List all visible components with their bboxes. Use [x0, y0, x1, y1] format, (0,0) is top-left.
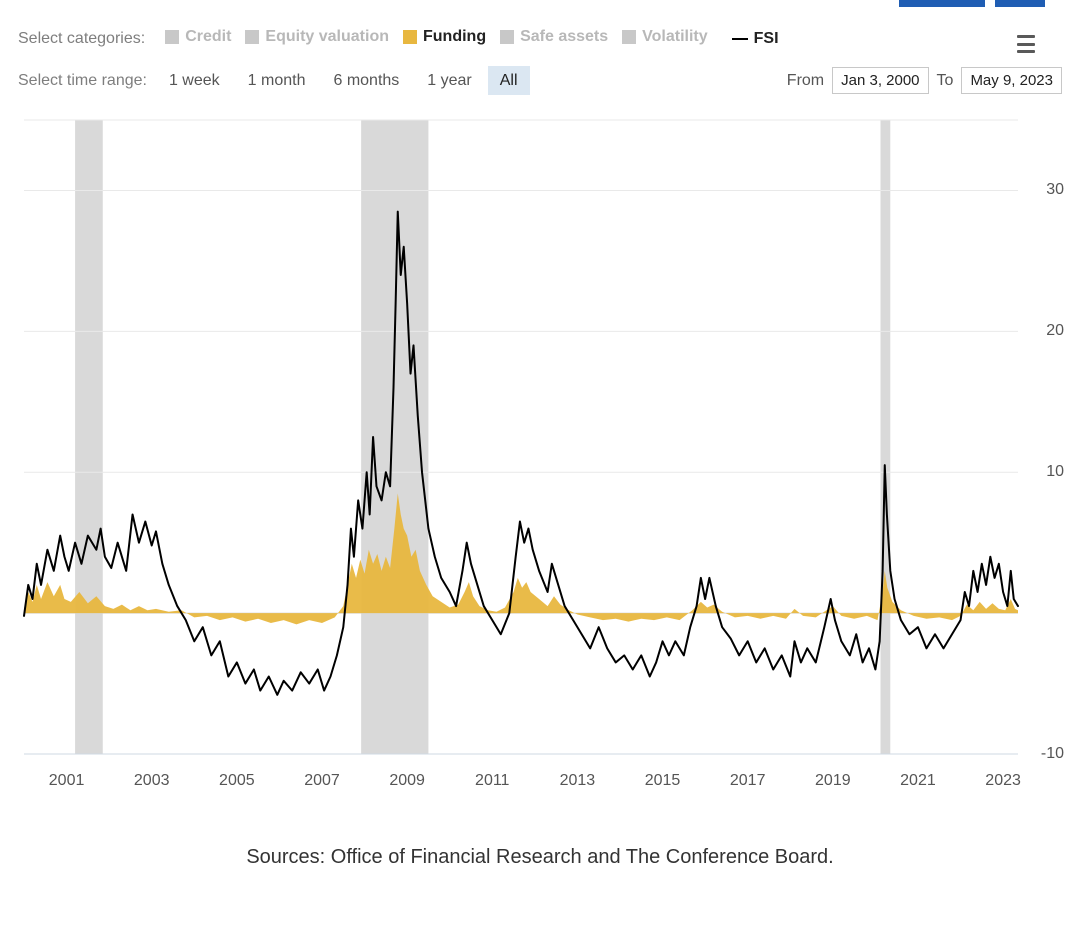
fsi-dash-icon	[732, 38, 748, 40]
legend-fsi[interactable]: FSI	[732, 30, 779, 48]
x-tick-label: 2017	[730, 772, 766, 790]
legend-item-safe[interactable]: Safe assets	[500, 28, 608, 46]
from-label: From	[787, 72, 824, 90]
accent-bar	[995, 0, 1045, 7]
funding-swatch-icon	[403, 30, 417, 44]
x-tick-label: 2001	[49, 772, 85, 790]
x-tick-label: 2023	[985, 772, 1021, 790]
legend-row: Select categories: Credit Equity valuatio…	[0, 0, 1080, 49]
x-tick-label: 2019	[815, 772, 851, 790]
legend-item-label: Safe assets	[520, 28, 608, 46]
chart-svg	[18, 116, 1062, 796]
volatility-swatch-icon	[622, 30, 636, 44]
sources-text: Sources: Office of Financial Research an…	[0, 846, 1080, 869]
legend-item-label: Credit	[185, 28, 231, 46]
legend-item-funding[interactable]: Funding	[403, 28, 486, 46]
x-tick-label: 2007	[304, 772, 340, 790]
y-tick-label: 30	[1046, 181, 1064, 199]
time-range-row: Select time range: 1 week1 month6 months…	[0, 49, 1080, 94]
accent-bar	[899, 0, 985, 7]
date-range: From Jan 3, 2000 To May 9, 2023	[787, 67, 1062, 94]
x-tick-label: 2009	[389, 772, 425, 790]
from-date-input[interactable]: Jan 3, 2000	[832, 67, 928, 94]
time-option-1-month[interactable]: 1 month	[236, 66, 318, 95]
y-tick-label: 10	[1046, 463, 1064, 481]
x-tick-label: 2013	[560, 772, 596, 790]
y-tick-label: 20	[1046, 322, 1064, 340]
time-option-all[interactable]: All	[488, 66, 530, 95]
x-tick-label: 2021	[900, 772, 936, 790]
to-label: To	[937, 72, 954, 90]
x-tick-label: 2011	[475, 772, 509, 790]
chart-menu-icon[interactable]	[1017, 35, 1037, 53]
time-option-1-week[interactable]: 1 week	[157, 66, 232, 95]
legend-item-equity[interactable]: Equity valuation	[245, 28, 389, 46]
time-option-6-months[interactable]: 6 months	[321, 66, 411, 95]
safe-swatch-icon	[500, 30, 514, 44]
chart-area[interactable]: -10 10 20 30 2001 2003 2005 2007 2009 2011 2013 201…	[18, 116, 1062, 796]
time-range-label: Select time range:	[18, 72, 147, 90]
y-tick-label: -10	[1041, 745, 1064, 763]
legend-item-label: Equity valuation	[265, 28, 389, 46]
x-tick-label: 2005	[219, 772, 255, 790]
legend-fsi-label: FSI	[754, 30, 779, 48]
x-tick-label: 2015	[645, 772, 681, 790]
time-option-1-year[interactable]: 1 year	[415, 66, 483, 95]
legend-item-label: Volatility	[642, 28, 708, 46]
x-tick-label: 2003	[134, 772, 170, 790]
header-accent-bars	[899, 0, 1045, 7]
legend-label: Select categories:	[18, 30, 145, 48]
legend-item-volatility[interactable]: Volatility	[622, 28, 708, 46]
legend-item-credit[interactable]: Credit	[165, 28, 231, 46]
legend-item-label: Funding	[423, 28, 486, 46]
equity-swatch-icon	[245, 30, 259, 44]
to-date-input[interactable]: May 9, 2023	[961, 67, 1062, 94]
credit-swatch-icon	[165, 30, 179, 44]
